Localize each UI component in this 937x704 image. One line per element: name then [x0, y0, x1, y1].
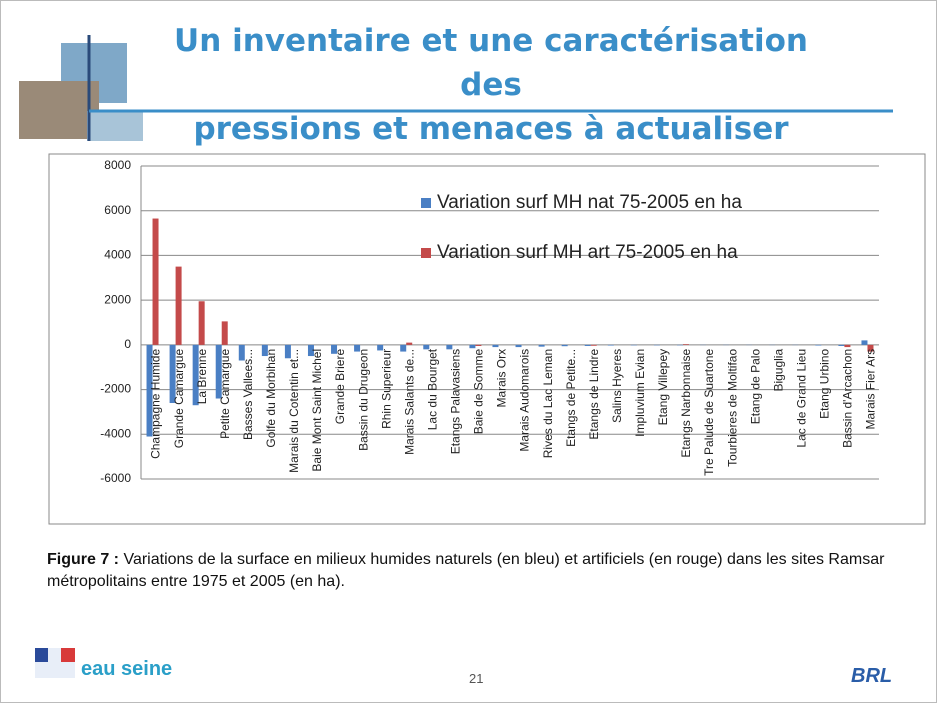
x-tick-label: Biguglia — [771, 349, 785, 392]
x-tick-label: Etangs de Lindre — [587, 349, 601, 440]
x-tick-label: Lac du Bourget — [425, 348, 439, 430]
x-tick-label: Golfe du Morbihan — [264, 349, 278, 448]
bar — [446, 345, 452, 349]
x-tick-label: Marais Orx — [495, 349, 509, 408]
bar — [475, 345, 481, 346]
bar — [153, 219, 159, 345]
x-tick-label: Bassin du Drugeon — [356, 349, 370, 451]
x-tick-label: Rives du Lac Leman — [541, 349, 555, 458]
x-tick-label: Etangs Palavasiens — [449, 349, 463, 454]
x-tick-label: Etang Villepey — [656, 349, 670, 426]
x-tick-label: Grande Camargue — [172, 349, 186, 449]
x-tick-label: Etangs Narbonnaise — [679, 349, 693, 458]
legend-swatch — [421, 198, 431, 208]
x-tick-label: Baie de Somme — [472, 349, 486, 435]
bar — [815, 345, 821, 346]
bar — [176, 267, 182, 345]
bar — [222, 321, 228, 344]
y-tick-label: -6000 — [100, 471, 131, 485]
x-tick-label: Basses Vallees... — [241, 349, 255, 440]
x-tick-label: Rhin Superieur — [379, 349, 393, 429]
legend-label: Variation surf MH nat 75-2005 en ha — [437, 192, 742, 213]
x-tick-label: Marais Audomarois — [518, 349, 532, 452]
x-tick-label: Baie Mont Saint Michel — [310, 349, 324, 472]
bar — [838, 345, 844, 346]
bar — [516, 345, 522, 347]
bar — [608, 345, 614, 346]
slide: Un inventaire et une caractérisation des… — [0, 0, 937, 703]
y-tick-label: -2000 — [100, 382, 131, 396]
x-tick-label: Grande Briere — [333, 349, 347, 425]
y-tick-label: 8000 — [104, 158, 131, 172]
x-tick-label: Etangs de Petite... — [564, 349, 578, 447]
x-tick-label: Marais du Cotentin et... — [287, 349, 301, 473]
y-tick-label: -4000 — [100, 426, 131, 440]
x-tick-label: Etang Urbino — [818, 349, 832, 419]
x-tick-label: Lac de Grand Lieu — [794, 349, 808, 448]
x-tick-label: Tourbieres de Moltifao — [725, 349, 739, 467]
bar — [844, 345, 850, 347]
x-tick-label: Salins Hyeres — [610, 349, 624, 423]
y-tick-label: 2000 — [104, 292, 131, 306]
bar — [585, 345, 591, 346]
chart: -6000 -4000 -2000 0 2000 4000 6000 8000 Champagn… — [1, 1, 937, 704]
caption-label: Figure 7 : — [47, 551, 119, 568]
bar — [423, 345, 429, 349]
y-tick-label: 0 — [124, 337, 131, 351]
x-tick-label: Petite Camargue — [218, 349, 232, 439]
y-tick-label: 6000 — [104, 203, 131, 217]
x-tick-label: Etang de Palo — [748, 349, 762, 425]
legend-swatch — [421, 248, 431, 258]
bar — [469, 345, 475, 348]
x-tick-label: Impluvium Evian — [633, 349, 647, 437]
logo: eau seine — [81, 661, 172, 677]
bar — [683, 344, 689, 345]
y-tick-label: 4000 — [104, 248, 131, 262]
bar — [406, 343, 412, 345]
logo: BRL — [851, 665, 892, 688]
bar — [861, 340, 867, 344]
bar — [591, 345, 597, 346]
x-tick-label: Bassin d'Arcachon — [841, 349, 855, 448]
x-tick-label: Marais Salants de... — [402, 349, 416, 455]
bar — [539, 345, 545, 347]
page: Un inventaire et une caractérisation des… — [0, 0, 937, 703]
page-number: 21 — [469, 671, 483, 686]
x-tick-label: Champagne Humide — [149, 349, 163, 459]
x-tick-label: La Brenne — [195, 349, 209, 405]
bar — [199, 301, 205, 345]
x-tick-label: Tre Palude de Suartone — [702, 349, 716, 476]
caption-text: Variations de la surface en milieux humi… — [47, 551, 884, 590]
bar — [562, 345, 568, 346]
x-tick-label: Marais Fier Ars — [864, 349, 878, 430]
bar — [492, 345, 498, 347]
caption: Figure 7 : Variations de la surface en m… — [47, 549, 927, 593]
legend-label: Variation surf MH art 75-2005 en ha — [437, 242, 738, 263]
